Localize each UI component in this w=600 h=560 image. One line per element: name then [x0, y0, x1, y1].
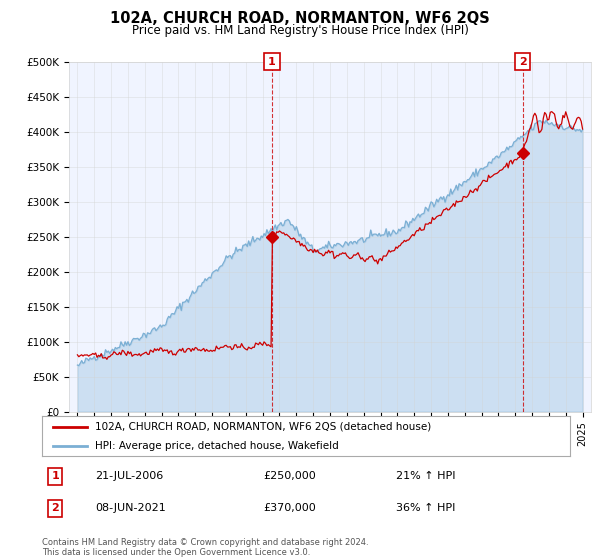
Text: 21% ↑ HPI: 21% ↑ HPI [396, 471, 455, 481]
Text: 1: 1 [52, 471, 59, 481]
Text: 2: 2 [519, 57, 527, 67]
Text: 102A, CHURCH ROAD, NORMANTON, WF6 2QS: 102A, CHURCH ROAD, NORMANTON, WF6 2QS [110, 11, 490, 26]
Text: 1: 1 [268, 57, 276, 67]
Text: 2: 2 [52, 503, 59, 514]
Text: 21-JUL-2006: 21-JUL-2006 [95, 471, 163, 481]
Text: 36% ↑ HPI: 36% ↑ HPI [396, 503, 455, 514]
Text: Contains HM Land Registry data © Crown copyright and database right 2024.
This d: Contains HM Land Registry data © Crown c… [42, 538, 368, 557]
Text: Price paid vs. HM Land Registry's House Price Index (HPI): Price paid vs. HM Land Registry's House … [131, 24, 469, 36]
Text: £250,000: £250,000 [264, 471, 317, 481]
Text: 08-JUN-2021: 08-JUN-2021 [95, 503, 166, 514]
Text: £370,000: £370,000 [264, 503, 317, 514]
Text: HPI: Average price, detached house, Wakefield: HPI: Average price, detached house, Wake… [95, 441, 338, 450]
Text: 102A, CHURCH ROAD, NORMANTON, WF6 2QS (detached house): 102A, CHURCH ROAD, NORMANTON, WF6 2QS (d… [95, 422, 431, 432]
